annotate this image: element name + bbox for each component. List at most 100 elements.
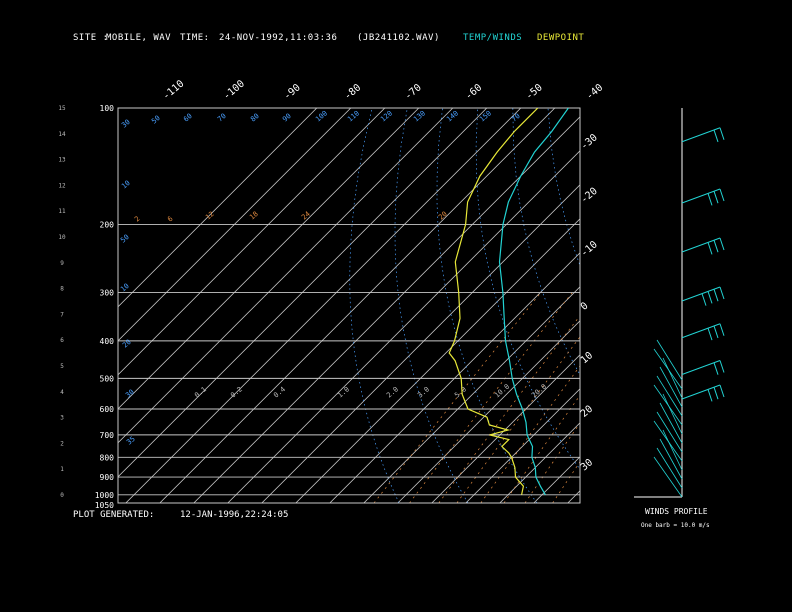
temperature-line — [498, 108, 569, 496]
pressure-tick-label: 500 — [100, 374, 115, 383]
wind-barb — [681, 188, 721, 204]
right-temp-label: 20 — [579, 404, 595, 420]
height-tick-label: 6 — [60, 337, 64, 344]
pressure-tick-label: 700 — [100, 431, 115, 440]
isotherm-line — [499, 422, 580, 503]
right-temp-label: -20 — [579, 186, 600, 206]
pressure-tick-label: 100 — [100, 104, 115, 113]
height-tick-label: 5 — [60, 363, 64, 370]
adiabat-label: 50 — [150, 114, 162, 126]
adiabat-label: 30 — [124, 388, 136, 400]
wind-barb — [681, 360, 721, 375]
wind-barb — [681, 127, 721, 143]
dry-adiabat — [618, 108, 792, 503]
height-tick-label: 7 — [60, 311, 64, 318]
mixing-ratio-label: 6 — [166, 215, 174, 224]
right-temp-label: 30 — [579, 457, 595, 473]
isotherm-line — [329, 252, 580, 503]
adiabat-label: 150 — [478, 109, 493, 123]
sounding-series — [448, 108, 569, 496]
pressure-tick-label: 800 — [100, 453, 115, 462]
height-tick-label: 3 — [60, 415, 64, 422]
wind-barb — [681, 384, 721, 400]
wind-barb-flag — [713, 362, 719, 375]
adiabat-label: 100 — [314, 109, 329, 123]
wind-barb-lowlevel — [656, 339, 683, 381]
pressure-tick-label: 1000 — [95, 491, 114, 500]
isotherm-line — [636, 108, 792, 503]
dry-adiabat — [436, 108, 538, 503]
plot-generated-label: PLOT GENERATED: — [73, 510, 155, 520]
dry-adiabat — [583, 108, 792, 503]
wind-barb-lowlevel — [659, 402, 683, 444]
top-temp-label: -40 — [584, 82, 605, 102]
height-tick-label: 11 — [58, 208, 66, 215]
right-temp-label: -30 — [579, 132, 600, 152]
top-temp-label: -50 — [524, 82, 545, 102]
mixing-ratio-label: 0.4 — [272, 385, 287, 399]
legend-temp: TEMP/WINDS — [463, 33, 523, 43]
adiabat-label: 20 — [121, 338, 133, 350]
wind-barb-flag — [707, 291, 713, 304]
wind-barb-flag — [713, 325, 719, 339]
wind-barb-flag — [719, 127, 725, 140]
winds-profile-title: WINDS PROFILE — [645, 507, 708, 516]
top-temp-label: -100 — [221, 78, 247, 102]
adiabat-label: 10 — [120, 179, 132, 191]
mixing-ratio-line — [524, 422, 580, 503]
isotherm-line — [159, 108, 556, 503]
dry-adiabat — [394, 108, 469, 503]
adiabat-label: 130 — [412, 109, 427, 123]
height-tick-label: 15 — [58, 105, 66, 112]
mixing-ratio-label: 1.0 — [336, 385, 351, 399]
isotherm-line — [118, 108, 318, 308]
isotherm-line — [193, 116, 580, 503]
mixing-ratio-line — [480, 365, 580, 503]
dry-adiabat — [724, 108, 792, 503]
wind-barb-flag — [719, 360, 725, 373]
isotherm-line — [465, 388, 580, 503]
wind-barb-lowlevel — [659, 366, 683, 408]
pressure-tick-label: 900 — [100, 473, 115, 482]
mixing-ratio-label: 12 — [204, 210, 216, 222]
mixing-ratio-label: 2.0 — [385, 385, 400, 399]
wind-barb-flag — [701, 293, 707, 306]
plot-generated-time: 12-JAN-1996,22:24:05 — [180, 510, 289, 520]
height-tick-label: 12 — [58, 182, 66, 189]
height-tick-label: 0 — [60, 492, 64, 499]
wind-barb-flag — [719, 384, 725, 398]
wind-barb-flag — [707, 327, 713, 341]
mixing-ratio-line — [373, 292, 542, 503]
mixing-ratio-line — [503, 394, 580, 503]
wind-barb-flag — [713, 387, 719, 400]
wind-barb-lowlevel — [656, 447, 683, 489]
isotherm-line — [118, 108, 420, 410]
right-temp-label: 10 — [579, 350, 595, 366]
legend-dewpoint: DEWPOINT — [537, 33, 585, 43]
top-temp-label: -110 — [161, 78, 187, 102]
adiabat-label: 60 — [182, 112, 194, 124]
guide-lines — [118, 108, 792, 503]
mixing-ratio-line — [409, 292, 573, 503]
wind-barb-lowlevel — [662, 393, 683, 435]
isotherm-line — [227, 150, 580, 503]
right-temp-label: -10 — [579, 239, 600, 259]
pressure-tick-label: 600 — [100, 405, 115, 414]
isotherm-line — [602, 108, 792, 503]
isotherm-line — [397, 320, 580, 503]
top-temp-label: -60 — [463, 82, 484, 102]
mixing-ratio-label: 3.0 — [416, 385, 431, 399]
wind-barb-flag — [719, 237, 725, 251]
dry-adiabat — [475, 108, 580, 470]
wind-barb-lowlevel — [653, 348, 683, 390]
site-label: SITE : — [73, 33, 109, 43]
mixing-ratio-label: 18 — [248, 210, 260, 222]
mixing-ratio-label: 20.0 — [530, 383, 548, 400]
dry-adiabat — [654, 108, 792, 503]
wind-barb-flag — [719, 286, 725, 300]
pressure-tick-label: 300 — [100, 289, 115, 298]
mixing-ratio-label: 2 — [133, 215, 141, 224]
isotherm-line — [118, 108, 454, 444]
adiabat-label: 70 — [510, 112, 522, 124]
